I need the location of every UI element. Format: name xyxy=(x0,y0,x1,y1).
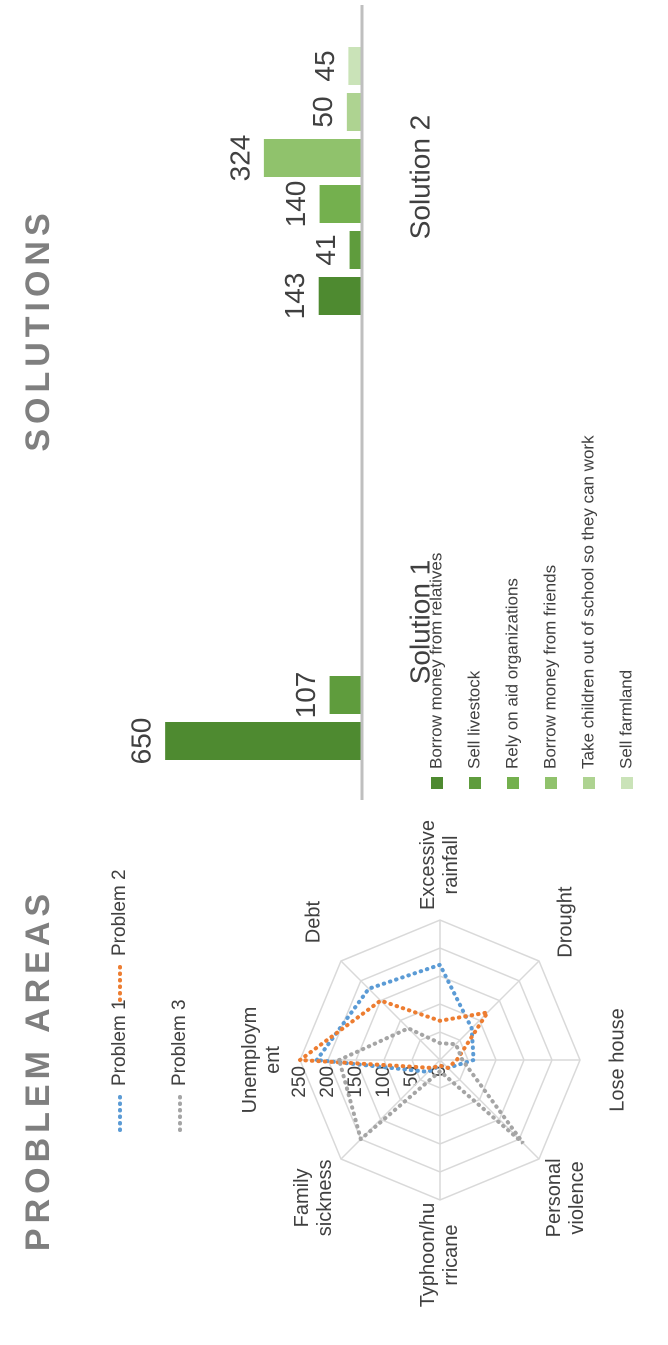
legend-swatch xyxy=(507,777,519,789)
r-tick-label: 150 xyxy=(345,1066,366,1098)
data-label: 650 xyxy=(126,718,157,765)
category-label: Drought xyxy=(554,886,577,958)
bar xyxy=(348,47,363,85)
radar-line xyxy=(336,1026,525,1145)
bar xyxy=(318,277,363,315)
bar xyxy=(346,93,363,131)
legend-label: Problem 1 xyxy=(109,999,130,1086)
x-tick-label: Solution 2 xyxy=(404,115,435,240)
category-label: Unemployment xyxy=(239,1006,284,1114)
bar-title: SOLUTIONS xyxy=(19,208,57,451)
category-label: Family sickness xyxy=(291,1159,337,1237)
category-label: Excessive rainfall xyxy=(417,819,462,911)
radar-title: PROBLEM AREAS xyxy=(19,889,57,1251)
category-label: Debt xyxy=(302,901,325,944)
data-label: 45 xyxy=(309,50,340,81)
r-tick-label: 200 xyxy=(317,1066,338,1098)
legend-swatch xyxy=(545,777,557,789)
r-tick-label: 250 xyxy=(289,1066,310,1098)
data-label: 324 xyxy=(224,135,255,182)
legend-swatch xyxy=(621,777,633,789)
legend-label: Problem 2 xyxy=(109,869,130,956)
category-label: Lose house xyxy=(606,1008,629,1112)
legend-label: Borrow money from relatives xyxy=(426,553,445,769)
legend-swatch xyxy=(583,777,595,789)
legend-swatch xyxy=(469,777,481,789)
category-label: Typhoon/hurricane xyxy=(417,1202,462,1308)
legend-label: Sell livestock xyxy=(464,670,483,769)
bar xyxy=(319,185,363,223)
radar-line xyxy=(313,962,476,1074)
data-label: 143 xyxy=(279,273,310,320)
legend-label: Rely on aid organizations xyxy=(502,578,521,769)
data-label: 41 xyxy=(310,234,341,265)
category-label: Personal violence xyxy=(542,1158,588,1238)
legend-label: Sell farmland xyxy=(616,670,635,769)
bar xyxy=(329,676,363,714)
data-label: 50 xyxy=(307,96,338,127)
bar xyxy=(165,722,362,760)
spoke xyxy=(340,960,441,1061)
spoke xyxy=(439,960,540,1061)
radar-line xyxy=(294,998,492,1071)
legend-swatch xyxy=(431,777,443,789)
data-label: 107 xyxy=(290,672,321,719)
bar xyxy=(349,231,362,269)
r-tick-label: 100 xyxy=(373,1066,394,1098)
x-tick-label: Solution 1 xyxy=(404,560,435,685)
legend-label: Take children out of school so they can … xyxy=(578,435,597,769)
data-label: 140 xyxy=(280,181,311,228)
spoke xyxy=(340,1059,441,1160)
legend-label: Problem 3 xyxy=(169,999,190,1086)
bar xyxy=(263,139,363,177)
legend-label: Borrow money from friends xyxy=(540,565,559,769)
